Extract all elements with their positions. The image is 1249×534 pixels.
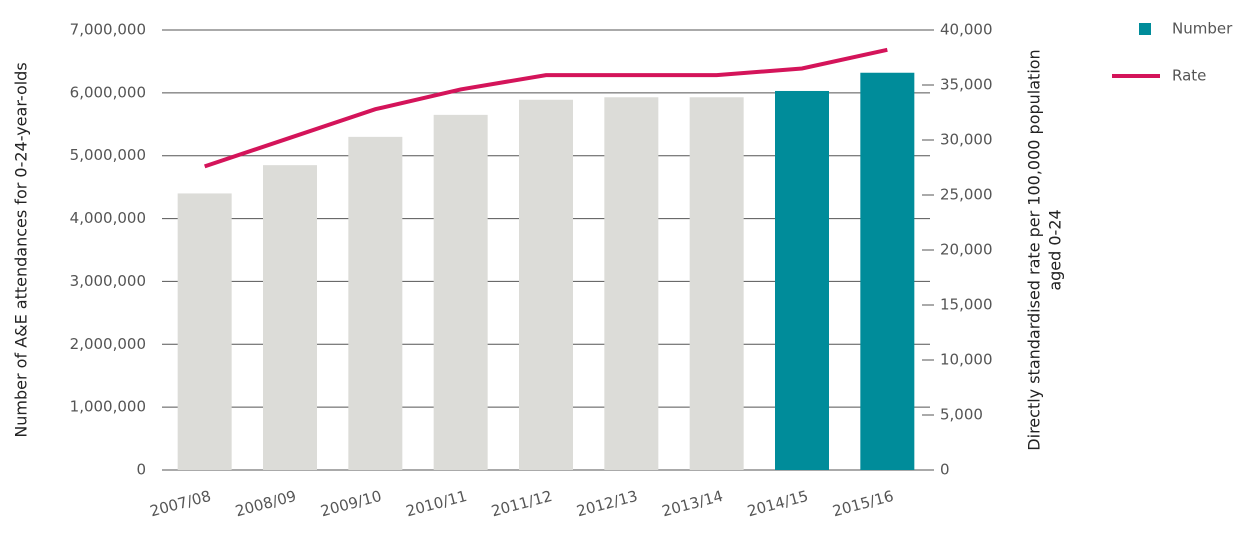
x-tick-label: 2012/13 (575, 487, 640, 521)
y-tick-label: 1,000,000 (70, 398, 146, 416)
x-tick-label: 2007/08 (148, 487, 213, 521)
x-tick-label: 2010/11 (404, 487, 469, 521)
bar (433, 114, 488, 470)
y2-tick-label: 35,000 (940, 76, 993, 94)
y2-tick-label: 15,000 (940, 296, 993, 314)
y-tick-label: 2,000,000 (70, 335, 146, 353)
y-tick-label: 3,000,000 (70, 272, 146, 290)
y2-axis-title: Directly standardised rate per 100,000 p… (1025, 49, 1044, 450)
y2-axis-title: aged 0-24 (1046, 209, 1065, 290)
legend-label: Number (1172, 20, 1233, 38)
y2-tick-label: 0 (940, 461, 950, 479)
bar (519, 99, 573, 471)
y2-tick-label: 20,000 (940, 241, 993, 259)
y2-tick-label: 30,000 (940, 131, 993, 149)
y2-tick-label: 40,000 (940, 21, 993, 39)
legend-label: Rate (1172, 67, 1206, 85)
y2-tick-label: 5,000 (940, 406, 983, 424)
bar (177, 193, 232, 470)
x-tick-label: 2015/16 (831, 487, 896, 521)
bar (775, 90, 829, 470)
y-tick-label: 0 (136, 461, 146, 479)
x-tick-label: 2009/10 (319, 487, 384, 521)
y2-tick-label: 10,000 (940, 351, 993, 369)
bar (348, 136, 403, 470)
bar (604, 97, 659, 470)
y-tick-label: 6,000,000 (70, 83, 146, 101)
legend-swatch (1139, 23, 1151, 35)
x-tick-label: 2008/09 (233, 487, 298, 521)
y-tick-label: 5,000,000 (70, 146, 146, 164)
y-tick-label: 7,000,000 (70, 21, 146, 39)
bar (860, 72, 915, 470)
line (204, 47, 888, 169)
y2-tick-label: 25,000 (940, 186, 993, 204)
x-tick-label: 2011/12 (489, 487, 554, 521)
bar (263, 165, 317, 470)
x-tick-label: 2014/15 (745, 487, 810, 521)
y-tick-label: 4,000,000 (70, 209, 146, 227)
x-tick-label: 2013/14 (660, 487, 725, 521)
bar (689, 97, 744, 470)
y-axis-title: Number of A&E attendances for 0-24-year-… (12, 62, 31, 437)
